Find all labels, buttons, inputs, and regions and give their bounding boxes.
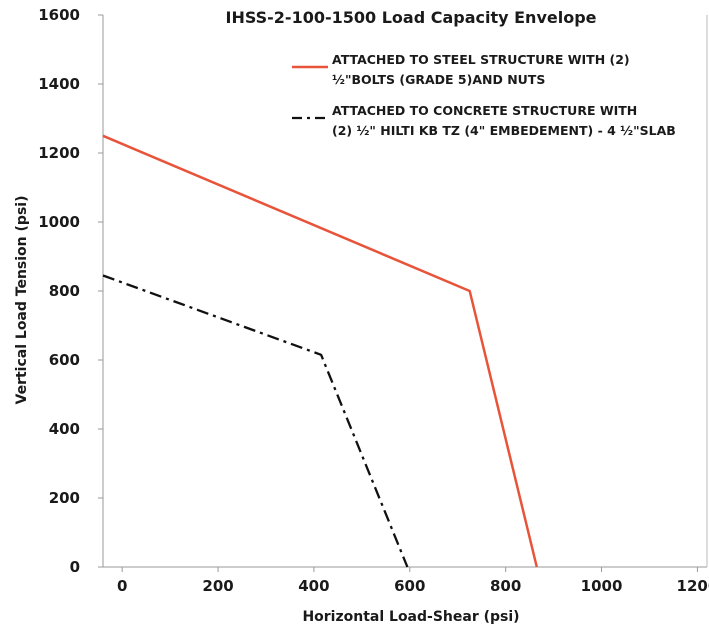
y-tick-label: 1600: [38, 6, 80, 24]
y-tick-label: 1000: [38, 213, 80, 231]
series-line-1: [102, 134, 539, 568]
x-axis-label: Horizontal Load-Shear (psi): [302, 609, 519, 625]
series-lines: [102, 134, 539, 568]
y-tick-label: 600: [49, 351, 80, 369]
y-axis-label: Vertical Load Tension (psi): [14, 196, 30, 405]
x-tick-label: 1200: [677, 577, 709, 595]
legend-label-2: ATTACHED TO CONCRETE STRUCTURE WITH: [332, 103, 637, 118]
x-tick-label: 200: [202, 577, 233, 595]
axes: [102, 15, 708, 568]
y-axis-ticks: 0 200 400 600 800 1000 1200 1400 1600: [38, 6, 103, 576]
legend-label-1: ATTACHED TO STEEL STRUCTURE WITH (2): [332, 52, 630, 67]
x-tick-label: 1000: [581, 577, 623, 595]
chart-title: IHSS-2-100-1500 Load Capacity Envelope: [225, 8, 596, 27]
legend-label-1: ½"BOLTS (GRADE 5)AND NUTS: [332, 72, 545, 87]
series-line-2: [102, 274, 409, 568]
x-tick-label: 600: [394, 577, 425, 595]
legend: ATTACHED TO STEEL STRUCTURE WITH (2) ½"BO…: [292, 52, 676, 138]
y-tick-label: 0: [70, 558, 80, 576]
x-tick-label: 800: [490, 577, 521, 595]
y-tick-label: 800: [49, 282, 80, 300]
legend-label-2: (2) ½" HILTI KB TZ (4" EMBEDEMENT) - 4 ½…: [332, 123, 676, 138]
y-tick-label: 1400: [38, 75, 80, 93]
y-tick-label: 400: [49, 420, 80, 438]
x-tick-label: 400: [298, 577, 329, 595]
x-tick-label: 0: [117, 577, 127, 595]
y-tick-label: 1200: [38, 144, 80, 162]
y-tick-label: 200: [49, 489, 80, 507]
x-axis-ticks: 0 200 400 600 800 1000 1200: [117, 567, 709, 595]
